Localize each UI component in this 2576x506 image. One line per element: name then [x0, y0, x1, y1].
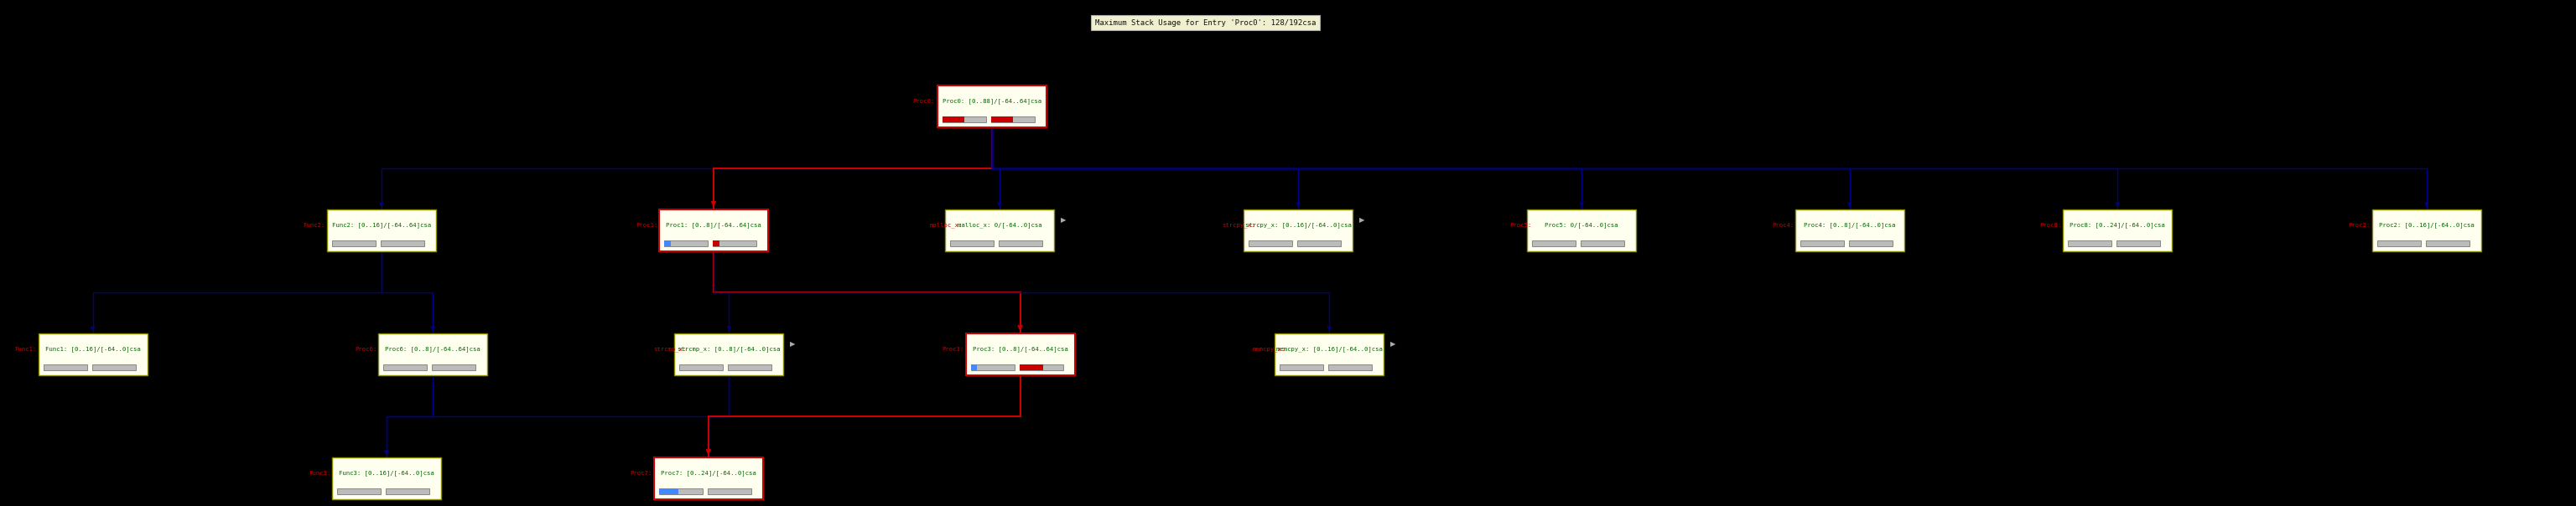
FancyBboxPatch shape: [1244, 209, 1352, 251]
FancyBboxPatch shape: [1528, 209, 1636, 251]
Text: Proc0:: Proc0:: [912, 99, 935, 104]
Text: Proc7: [0..24]/[-64..0]csa: Proc7: [0..24]/[-64..0]csa: [659, 470, 757, 476]
FancyBboxPatch shape: [1795, 209, 1904, 251]
Text: Proc1:: Proc1:: [636, 223, 657, 228]
Text: Proc1: [0..8]/[-64..64]csa: Proc1: [0..8]/[-64..64]csa: [665, 222, 762, 228]
FancyBboxPatch shape: [992, 116, 1012, 122]
FancyBboxPatch shape: [1020, 364, 1043, 370]
FancyBboxPatch shape: [332, 240, 376, 246]
Text: memcpy_x: [0..16]/[-64..0]csa: memcpy_x: [0..16]/[-64..0]csa: [1275, 346, 1383, 352]
FancyBboxPatch shape: [2117, 240, 2161, 246]
Text: strcmp_x: [0..8]/[-64..0]csa: strcmp_x: [0..8]/[-64..0]csa: [677, 346, 781, 352]
Text: Proc2: [0..16]/[-64..0]csa: Proc2: [0..16]/[-64..0]csa: [2378, 222, 2476, 228]
FancyBboxPatch shape: [943, 116, 987, 122]
FancyBboxPatch shape: [44, 364, 88, 370]
FancyBboxPatch shape: [1533, 240, 1577, 246]
FancyBboxPatch shape: [1280, 364, 1324, 370]
FancyBboxPatch shape: [327, 209, 435, 251]
Text: Proc0: [0..88]/[-64..64]csa: Proc0: [0..88]/[-64..64]csa: [943, 98, 1041, 104]
FancyBboxPatch shape: [680, 364, 724, 370]
Text: Proc8:: Proc8:: [2040, 223, 2061, 228]
FancyBboxPatch shape: [384, 364, 428, 370]
FancyBboxPatch shape: [675, 333, 783, 375]
Text: strcmp_x:: strcmp_x:: [654, 347, 685, 352]
Text: Proc2:: Proc2:: [2349, 223, 2370, 228]
FancyBboxPatch shape: [729, 364, 773, 370]
Text: ▶: ▶: [791, 340, 796, 348]
FancyBboxPatch shape: [665, 240, 708, 246]
FancyBboxPatch shape: [708, 488, 752, 494]
Text: Proc3:: Proc3:: [943, 347, 963, 352]
Text: Proc4: [0..8]/[-64..0]csa: Proc4: [0..8]/[-64..0]csa: [1803, 222, 1896, 228]
Text: malloc_x: 0/[-64..0]csa: malloc_x: 0/[-64..0]csa: [958, 222, 1041, 228]
Text: ▶: ▶: [1061, 216, 1066, 224]
FancyBboxPatch shape: [93, 364, 137, 370]
Text: Func2: [0..16]/[-64..64]csa: Func2: [0..16]/[-64..64]csa: [332, 222, 430, 228]
Text: Maximum Stack Usage for Entry 'Proc0': 128/192csa: Maximum Stack Usage for Entry 'Proc0': 1…: [1095, 19, 1316, 26]
FancyBboxPatch shape: [971, 364, 976, 370]
Text: ▶: ▶: [1391, 340, 1396, 348]
FancyBboxPatch shape: [39, 333, 147, 375]
FancyBboxPatch shape: [2427, 240, 2470, 246]
FancyBboxPatch shape: [943, 116, 963, 122]
FancyBboxPatch shape: [379, 333, 487, 375]
FancyBboxPatch shape: [945, 209, 1054, 251]
FancyBboxPatch shape: [1020, 364, 1064, 370]
FancyBboxPatch shape: [714, 240, 757, 246]
Text: Proc8: [0..24]/[-64..0]csa: Proc8: [0..24]/[-64..0]csa: [2069, 222, 2166, 228]
FancyBboxPatch shape: [1275, 333, 1383, 375]
Text: Proc3: [0..8]/[-64..64]csa: Proc3: [0..8]/[-64..64]csa: [971, 346, 1069, 352]
FancyBboxPatch shape: [1582, 240, 1625, 246]
Text: Proc4:: Proc4:: [1772, 223, 1795, 228]
FancyBboxPatch shape: [1850, 240, 1893, 246]
Text: Proc6:: Proc6:: [355, 347, 376, 352]
FancyBboxPatch shape: [332, 457, 440, 499]
Text: Func1: [0..16]/[-64..0]csa: Func1: [0..16]/[-64..0]csa: [44, 346, 142, 352]
FancyBboxPatch shape: [971, 364, 1015, 370]
Text: Func2:: Func2:: [301, 223, 325, 228]
FancyBboxPatch shape: [966, 333, 1074, 375]
FancyBboxPatch shape: [1298, 240, 1342, 246]
FancyBboxPatch shape: [659, 488, 703, 494]
Text: malloc_x:: malloc_x:: [930, 223, 963, 228]
FancyBboxPatch shape: [337, 488, 381, 494]
FancyBboxPatch shape: [2372, 209, 2481, 251]
FancyBboxPatch shape: [714, 240, 719, 246]
FancyBboxPatch shape: [1329, 364, 1373, 370]
FancyBboxPatch shape: [2378, 240, 2421, 246]
FancyBboxPatch shape: [665, 240, 670, 246]
FancyBboxPatch shape: [999, 240, 1043, 246]
Text: strcpy_x:: strcpy_x:: [1221, 223, 1255, 228]
Text: ▶: ▶: [1360, 216, 1365, 224]
Text: Proc6: [0..8]/[-64..64]csa: Proc6: [0..8]/[-64..64]csa: [384, 346, 482, 352]
FancyBboxPatch shape: [381, 240, 425, 246]
FancyBboxPatch shape: [2069, 240, 2112, 246]
FancyBboxPatch shape: [433, 364, 477, 370]
Text: Func3: [0..16]/[-64..0]csa: Func3: [0..16]/[-64..0]csa: [337, 470, 435, 476]
Text: Func1:: Func1:: [15, 347, 36, 352]
FancyBboxPatch shape: [1249, 240, 1293, 246]
FancyBboxPatch shape: [659, 209, 768, 251]
FancyBboxPatch shape: [938, 86, 1046, 127]
FancyBboxPatch shape: [654, 457, 762, 499]
FancyBboxPatch shape: [1801, 240, 1844, 246]
Text: Proc5: 0/[-64..0]csa: Proc5: 0/[-64..0]csa: [1546, 222, 1618, 228]
Text: Func3:: Func3:: [309, 471, 330, 476]
FancyBboxPatch shape: [659, 488, 677, 494]
FancyBboxPatch shape: [951, 240, 994, 246]
Text: strcpy_x: [0..16]/[-64..0]csa: strcpy_x: [0..16]/[-64..0]csa: [1244, 222, 1352, 228]
FancyBboxPatch shape: [386, 488, 430, 494]
FancyBboxPatch shape: [2063, 209, 2172, 251]
Text: memcpy_x:: memcpy_x:: [1252, 347, 1285, 352]
Text: Proc5:: Proc5:: [1510, 223, 1533, 228]
Text: Proc7:: Proc7:: [631, 471, 652, 476]
FancyBboxPatch shape: [992, 116, 1036, 122]
